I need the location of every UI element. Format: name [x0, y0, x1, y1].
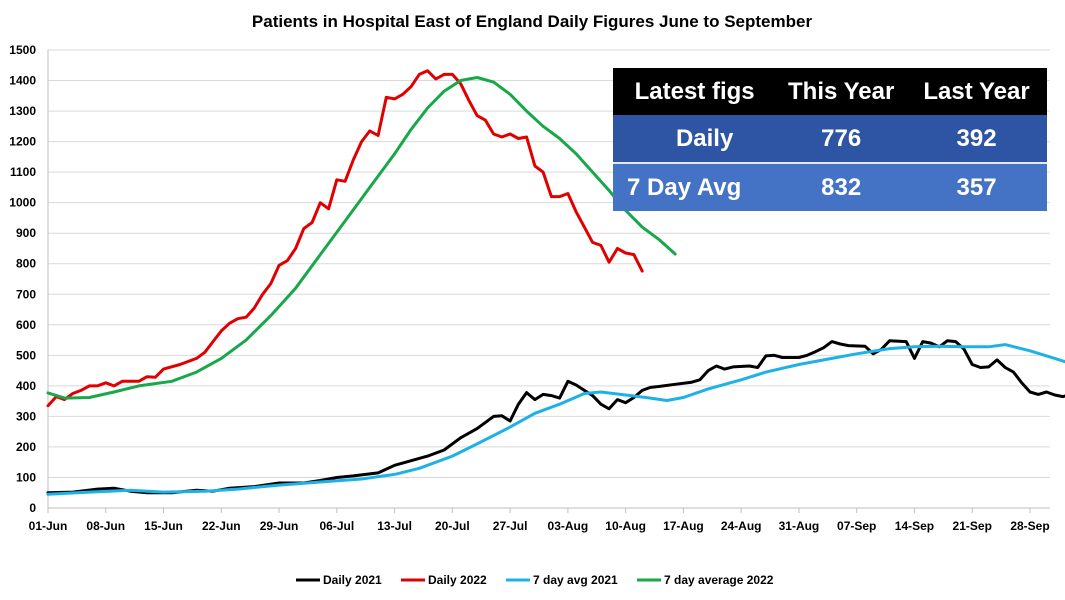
y-tick-0: 0: [29, 501, 36, 515]
table-row-7-day-avg: 7 Day Avg 832 357: [613, 163, 1047, 211]
series-line-7-day-average-2022: [46, 76, 677, 400]
y-tick-100: 100: [16, 470, 36, 484]
avg-last-year: 357: [956, 173, 997, 201]
y-tick-1000: 1000: [9, 196, 36, 210]
x-tick-29-Jun: 29-Jun: [260, 519, 299, 533]
x-tick-22-Jun: 22-Jun: [202, 519, 241, 533]
x-tick-10-Aug: 10-Aug: [605, 519, 646, 533]
y-tick-700: 700: [16, 287, 36, 301]
y-tick-1400: 1400: [9, 74, 36, 88]
gridlines: [47, 49, 1050, 509]
daily-last-year: 392: [906, 115, 1047, 164]
y-tick-300: 300: [16, 409, 36, 423]
header-last-year: Last Year: [923, 77, 1030, 105]
latest-figures-table: Latest figs This Year Last Year Daily 77…: [613, 68, 1047, 211]
row-label-daily: Daily: [613, 115, 777, 164]
x-tick-20-Jul: 20-Jul: [435, 519, 470, 533]
x-tick-27-Jul: 27-Jul: [493, 519, 528, 533]
series-line-daily-2021: [46, 339, 1065, 495]
x-tick-08-Jun: 08-Jun: [86, 519, 125, 533]
daily-this-year: 776: [776, 115, 907, 164]
x-tick-24-Aug: 24-Aug: [721, 519, 762, 533]
x-tick-15-Jun: 15-Jun: [144, 519, 183, 533]
avg-this-year: 832: [821, 173, 862, 201]
y-tick-500: 500: [16, 348, 36, 362]
y-tick-1200: 1200: [9, 135, 36, 149]
x-tick-14-Sep: 14-Sep: [895, 519, 934, 533]
legend: Daily 2021 Daily 2022 7 day avg 2021 7 day …: [296, 573, 774, 587]
table-row-daily: Daily 776 392: [613, 115, 1047, 164]
series-line-7-day-avg-2021: [46, 343, 1065, 496]
legend-label-1: Daily 2022: [428, 573, 487, 587]
x-tick-28-Sep: 28-Sep: [1010, 519, 1049, 533]
legend-label-0: Daily 2021: [323, 573, 382, 587]
x-tick-07-Sep: 07-Sep: [837, 519, 876, 533]
chart-title: Patients in Hospital East of England Dai…: [252, 12, 813, 31]
header-this-year: This Year: [788, 77, 895, 105]
y-tick-800: 800: [16, 257, 36, 271]
y-tick-1300: 1300: [9, 104, 36, 118]
y-tick-1100: 1100: [10, 165, 36, 179]
legend-label-3: 7 day average 2022: [664, 573, 774, 587]
x-tick-21-Sep: 21-Sep: [953, 519, 992, 533]
legend-label-2: 7 day avg 2021: [533, 573, 618, 587]
table-header-row: Latest figs This Year Last Year: [613, 68, 1047, 115]
y-tick-400: 400: [16, 379, 36, 393]
x-tick-06-Jul: 06-Jul: [319, 519, 354, 533]
y-tick-900: 900: [16, 226, 36, 240]
x-tick-03-Aug: 03-Aug: [548, 519, 589, 533]
x-tick-31-Aug: 31-Aug: [779, 519, 820, 533]
y-tick-200: 200: [16, 440, 36, 454]
series-lines: [46, 69, 1065, 496]
x-tick-17-Aug: 17-Aug: [663, 519, 704, 533]
x-tick-01-Jun: 01-Jun: [29, 519, 68, 533]
header-latest-figs: Latest figs: [634, 77, 755, 105]
series-line-daily-2022: [46, 69, 644, 408]
x-tick-13-Jul: 13-Jul: [377, 519, 412, 533]
row-label-7-day-avg: 7 Day Avg: [627, 173, 742, 201]
y-tick-1500: 1500: [9, 43, 36, 57]
x-tick-labels: 01-Jun 08-Jun 15-Jun 22-Jun 29-Jun 06-Jul 13-J…: [29, 508, 1050, 533]
y-tick-labels: 0 100 200 300 400 500 600 700 800 900 1000 1100 1200…: [9, 43, 36, 515]
y-tick-600: 600: [16, 318, 36, 332]
